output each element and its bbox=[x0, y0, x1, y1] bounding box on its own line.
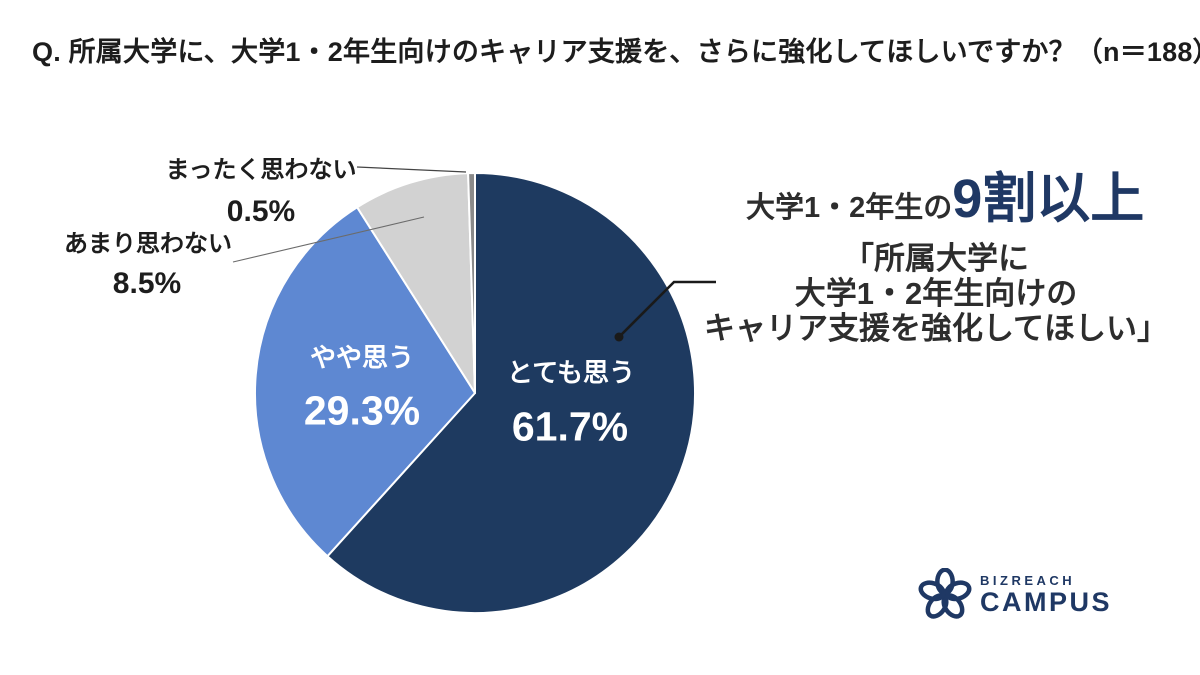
logo-text-campus: CAMPUS bbox=[980, 587, 1113, 617]
annotation-headline: 大学1・2年生の9割以上 bbox=[746, 172, 1144, 226]
pie-slice-not-much bbox=[356, 172, 476, 394]
quote-line-3: キャリア支援を強化してほしい」 bbox=[703, 311, 1169, 346]
slice-label-very-much: とても思う bbox=[507, 357, 635, 388]
slice-label-not-at-all: まったく思わない bbox=[165, 156, 357, 184]
quote-line-2: 大学1・2年生向けの bbox=[794, 276, 1078, 311]
leader-line-not-at-all bbox=[356, 166, 467, 173]
pie-slice-very-much bbox=[326, 172, 696, 614]
slice-label-not-much: あまり思わない bbox=[64, 230, 232, 258]
headline-emphasis: 9割以上 bbox=[952, 169, 1145, 229]
logo-wordmark: BIZREACH CAMPUS bbox=[980, 573, 1112, 617]
quote-line-1: 「所属大学に bbox=[843, 241, 1029, 276]
callout-line bbox=[618, 280, 716, 338]
pie-slice-not-at-all bbox=[467, 172, 476, 394]
bizreach-campus-logo: BIZREACH CAMPUS bbox=[918, 568, 1112, 622]
leader-line-not-much bbox=[232, 216, 425, 263]
bizreach-flower-icon bbox=[918, 568, 972, 619]
chart-title: Q. 所属大学に、大学1・2年生向けのキャリア支援を、さらに強化してほしいですか… bbox=[32, 37, 1200, 67]
slice-pct-very-much: 61.7% bbox=[511, 403, 629, 450]
slice-pct-not-at-all: 0.5% bbox=[226, 195, 296, 228]
logo-text-bizreach: BIZREACH bbox=[980, 573, 1076, 588]
slice-label-somewhat: やや思う bbox=[309, 342, 415, 373]
headline-prefix: 大学1・2年生の bbox=[746, 192, 953, 224]
callout-dot bbox=[614, 332, 624, 342]
annotation-quote: 「所属大学に 大学1・2年生向けの キャリア支援を強化してほしい」 bbox=[700, 241, 1172, 346]
slice-pct-not-much: 8.5% bbox=[112, 267, 182, 300]
slice-pct-somewhat: 29.3% bbox=[303, 387, 421, 434]
pie-slices bbox=[254, 172, 696, 614]
pie-slice-somewhat bbox=[254, 206, 476, 558]
